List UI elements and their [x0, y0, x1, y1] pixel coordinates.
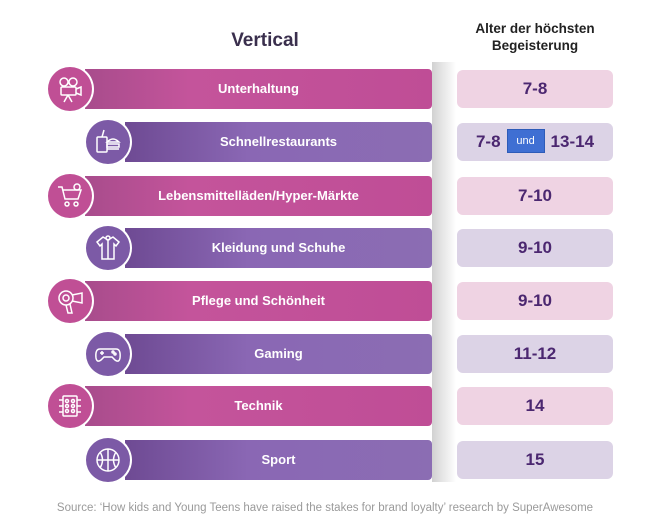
source-note: Source: ‘How kids and Young Teens have r… — [56, 502, 594, 514]
row-unterhaltung: Unterhaltung 7-8 — [0, 67, 650, 111]
vertical-title: Vertical — [231, 30, 299, 51]
category-bar: Sport — [125, 440, 432, 480]
film-camera-icon — [48, 67, 92, 111]
row-kleidung: Kleidung und Schuhe 9-10 — [0, 226, 650, 270]
category-label: Kleidung und Schuhe — [211, 240, 346, 255]
gamepad-icon — [86, 332, 130, 376]
age-value: 15 — [457, 441, 613, 479]
category-bar: Pflege und Schönheit — [85, 281, 432, 321]
age-value-b: 13-14 — [550, 132, 595, 151]
category-label: Sport — [261, 452, 296, 467]
microchip-icon — [48, 384, 92, 428]
age-value: 11-12 — [457, 335, 613, 373]
age-value: 14 — [457, 387, 613, 425]
basketball-icon — [86, 438, 130, 482]
shopping-cart-icon — [48, 174, 92, 218]
row-pflege: Pflege und Schönheit 9-10 — [0, 279, 650, 323]
category-bar: Technik — [85, 386, 432, 426]
row-gaming: Gaming 11-12 — [0, 332, 650, 376]
divider-shadow — [432, 62, 456, 482]
age-value: 9-10 — [457, 229, 613, 267]
age-value: 9-10 — [457, 282, 613, 320]
und-badge: und — [506, 128, 545, 153]
age-value-a: 7-8 — [475, 132, 501, 151]
age-column-title: Alter der höchsten Begeisterung — [455, 20, 615, 54]
age-value: 7-8 — [457, 70, 613, 108]
category-label: Pflege und Schönheit — [192, 293, 325, 308]
category-label: Unterhaltung — [218, 81, 299, 96]
category-bar: Gaming — [125, 334, 432, 374]
category-bar: Kleidung und Schuhe — [125, 228, 432, 268]
age-title-line1: Alter der höchsten — [475, 21, 595, 36]
row-lebensmittellaeden: Lebensmittelläden/Hyper-Märkte 7-10 — [0, 174, 650, 218]
age-value: 7-10 — [457, 177, 613, 215]
fast-food-icon — [86, 120, 130, 164]
category-bar: Unterhaltung — [85, 69, 432, 109]
category-label: Technik — [234, 398, 283, 413]
jacket-icon — [86, 226, 130, 270]
category-label: Gaming — [254, 346, 303, 361]
row-schnellrestaurants: Schnellrestaurants 7-8 und 13-14 — [0, 120, 650, 164]
row-sport: Sport 15 — [0, 438, 650, 482]
row-technik: Technik 14 — [0, 384, 650, 428]
category-bar: Schnellrestaurants — [125, 122, 432, 162]
category-label: Lebensmittelläden/Hyper-Märkte — [158, 188, 359, 203]
hair-dryer-icon — [48, 279, 92, 323]
age-title-line2: Begeisterung — [491, 38, 579, 53]
age-value: 7-8 und 13-14 — [457, 123, 613, 161]
category-bar: Lebensmittelläden/Hyper-Märkte — [85, 176, 432, 216]
category-label: Schnellrestaurants — [219, 134, 338, 149]
